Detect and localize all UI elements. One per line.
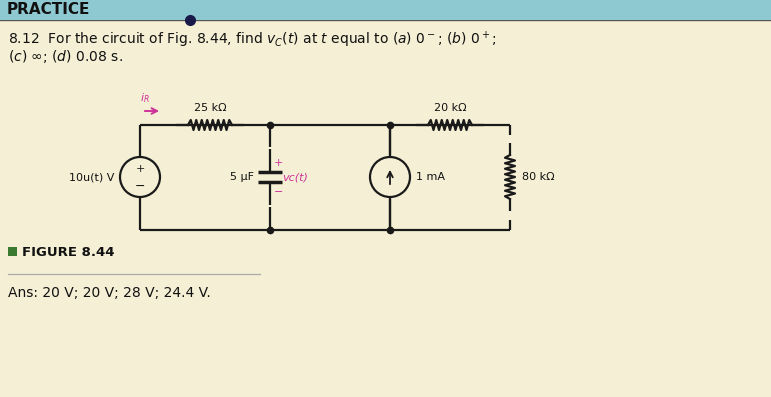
Bar	[8, 247, 17, 256]
Text: $(c)$ $\infty$; $(d)$ 0.08 s.: $(c)$ $\infty$; $(d)$ 0.08 s.	[8, 48, 123, 65]
Text: 10u(t) V: 10u(t) V	[69, 172, 114, 182]
Text: 80 kΩ: 80 kΩ	[522, 172, 554, 182]
Text: 20 kΩ: 20 kΩ	[433, 103, 466, 113]
Text: 8.12  For the circuit of Fig. 8.44, find $v_C(t)$ at $t$ equal to $(a)$ 0$^-$; $: 8.12 For the circuit of Fig. 8.44, find …	[8, 30, 497, 50]
Text: +: +	[274, 158, 284, 168]
Text: $i_R$: $i_R$	[140, 91, 150, 105]
Text: +: +	[136, 164, 145, 174]
Text: FIGURE 8.44: FIGURE 8.44	[22, 245, 115, 258]
Text: PRACTICE: PRACTICE	[7, 2, 90, 17]
Bar	[0, 0, 771, 20]
Text: vᴄ(t): vᴄ(t)	[282, 172, 308, 182]
Text: Ans: 20 V; 20 V; 28 V; 24.4 V.: Ans: 20 V; 20 V; 28 V; 24.4 V.	[8, 286, 210, 300]
Text: −: −	[135, 179, 145, 193]
Text: 25 kΩ: 25 kΩ	[194, 103, 227, 113]
Text: 1 mA: 1 mA	[416, 172, 445, 182]
Text: 5 μF: 5 μF	[230, 172, 254, 182]
Text: −: −	[274, 187, 284, 197]
